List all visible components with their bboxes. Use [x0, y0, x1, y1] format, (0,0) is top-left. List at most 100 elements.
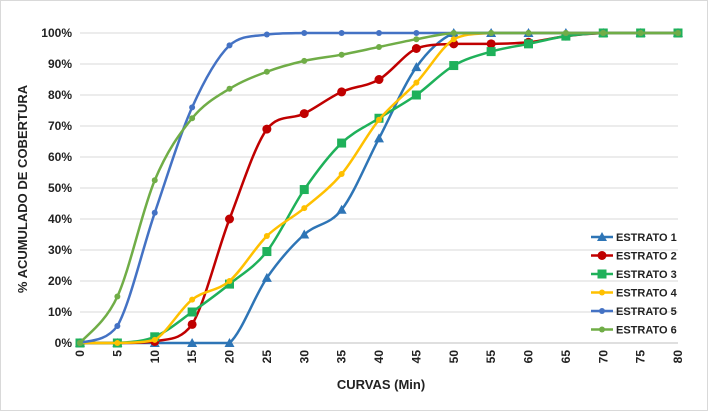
legend-label: ESTRATO 2	[616, 251, 677, 263]
data-point	[151, 209, 158, 216]
data-point	[338, 30, 345, 36]
x-tick-label: 10	[148, 350, 162, 364]
x-tick-label: 5	[110, 350, 124, 357]
y-tick-label: 70%	[48, 119, 72, 133]
legend-swatch-marker	[599, 289, 605, 296]
data-point	[301, 30, 308, 36]
x-tick-label: 35	[335, 350, 349, 364]
data-point	[187, 307, 197, 317]
data-point	[189, 104, 196, 111]
legend-swatch-marker	[599, 326, 605, 333]
data-point	[524, 39, 533, 49]
x-tick-label: 75	[634, 350, 648, 364]
data-point	[411, 90, 421, 100]
legend-item: ESTRATO 4	[591, 288, 678, 300]
y-tick-label: 40%	[48, 212, 72, 226]
data-point	[150, 332, 160, 342]
data-point	[486, 39, 496, 49]
data-point	[488, 30, 495, 36]
y-tick-label: 0%	[55, 336, 73, 350]
data-point	[114, 322, 121, 329]
data-point	[376, 116, 382, 123]
legend-item: ESTRATO 3	[591, 269, 677, 281]
data-point	[374, 75, 384, 84]
x-tick-label: 40	[372, 350, 386, 364]
x-axis-title: CURVAS (Min)	[337, 377, 425, 392]
data-point	[262, 247, 272, 257]
data-point	[224, 338, 235, 347]
data-point	[337, 87, 347, 97]
data-point	[561, 31, 571, 41]
legend-label: ESTRATO 4	[616, 288, 678, 300]
x-tick-label: 65	[559, 350, 573, 364]
legend-swatch-marker	[597, 269, 607, 279]
x-tick-label: 20	[223, 350, 237, 364]
data-point	[413, 79, 420, 86]
data-point	[263, 233, 270, 240]
data-point	[411, 44, 421, 53]
x-tick-label: 0	[73, 350, 87, 357]
series-line	[79, 31, 678, 344]
legend-swatch-marker	[599, 308, 605, 314]
y-axis-title: % ACUMULADO DE COBERTURA	[15, 84, 30, 293]
data-point	[337, 138, 347, 148]
x-tick-label: 45	[409, 350, 423, 364]
legend-item: ESTRATO 1	[591, 232, 677, 244]
x-tick-label: 30	[297, 350, 311, 364]
data-point	[338, 171, 345, 178]
x-tick-label: 60	[522, 350, 536, 364]
x-tick-label: 55	[484, 350, 498, 364]
legend: ESTRATO 1 ESTRATO 2 ESTRATO 3 ESTRATO 4 ESTR…	[591, 232, 678, 337]
legend-label: ESTRATO 6	[616, 325, 677, 337]
data-point	[525, 30, 532, 36]
legend-item: ESTRATO 2	[591, 251, 677, 263]
data-point	[374, 133, 384, 143]
data-point	[336, 204, 347, 214]
legend-swatch-marker	[597, 251, 607, 260]
data-point	[411, 62, 422, 72]
data-point	[151, 336, 158, 343]
data-point	[637, 30, 644, 36]
data-point	[301, 57, 308, 64]
data-point	[600, 30, 607, 36]
y-tick-label: 50%	[48, 181, 72, 195]
data-point	[562, 30, 569, 36]
legend-label: ESTRATO 5	[616, 306, 677, 318]
x-tick-label: 50	[447, 350, 461, 364]
data-point	[338, 51, 345, 58]
series-layer	[75, 28, 683, 348]
legend-label: ESTRATO 1	[616, 232, 677, 244]
data-point	[299, 229, 310, 239]
data-point	[675, 30, 681, 36]
data-point	[299, 109, 309, 119]
data-point	[263, 31, 270, 38]
data-point	[376, 43, 382, 50]
y-tick-label: 60%	[48, 150, 72, 164]
axis-layer: 0% 10% 20% 30% 40% 50% 60% 70% 80% 90% 100% 0 5 10 15 2…	[41, 26, 685, 363]
data-point	[376, 30, 382, 36]
series-estrato-6	[77, 30, 681, 346]
data-point	[189, 296, 196, 303]
data-point	[262, 124, 272, 134]
x-tick-label: 70	[596, 350, 610, 364]
data-point	[413, 36, 420, 43]
legend-item: ESTRATO 5	[591, 306, 677, 318]
y-tick-label: 20%	[48, 274, 72, 288]
data-point	[187, 338, 198, 347]
y-tick-label: 10%	[48, 305, 72, 319]
data-point	[261, 272, 272, 282]
x-tick-label: 25	[260, 350, 274, 364]
legend-item: ESTRATO 6	[591, 325, 677, 337]
x-tick-label: 15	[185, 350, 199, 364]
data-point	[187, 319, 197, 329]
data-point	[450, 36, 457, 43]
data-point	[301, 205, 308, 212]
legend-label: ESTRATO 3	[616, 269, 677, 281]
data-point	[114, 293, 121, 300]
data-point	[151, 177, 158, 184]
data-point	[226, 85, 233, 92]
y-tick-label: 90%	[48, 57, 72, 71]
data-point	[225, 214, 234, 224]
